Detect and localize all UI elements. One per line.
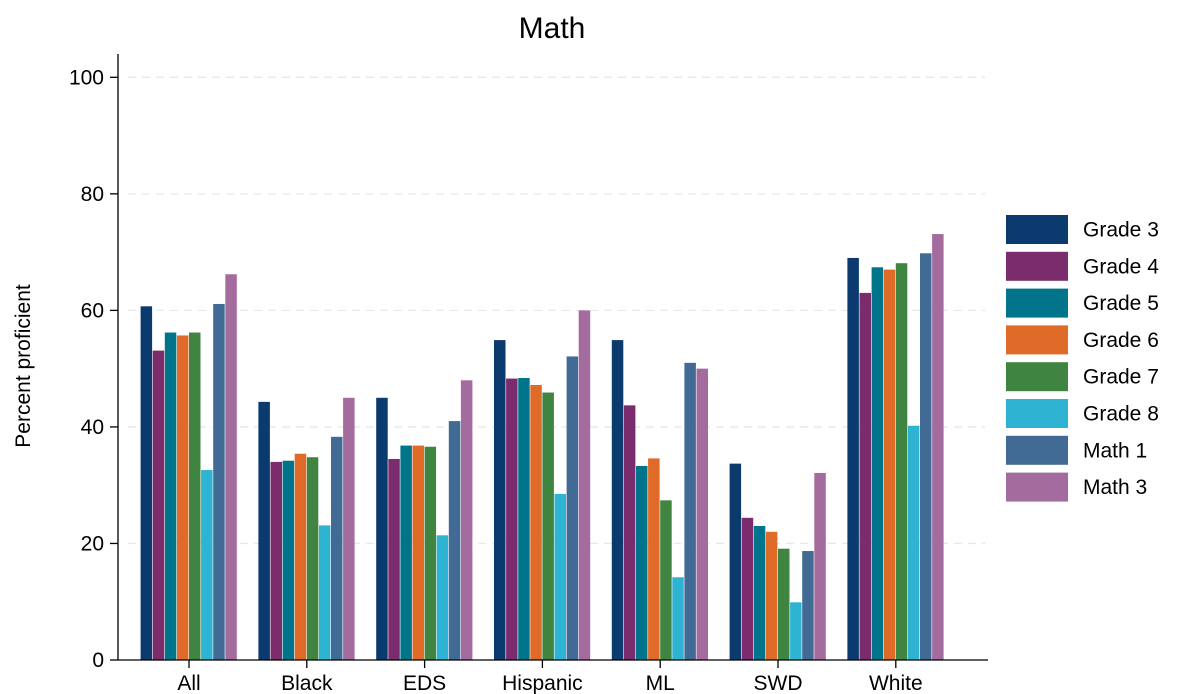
bar [448,421,461,660]
bar [164,332,177,660]
bar [578,310,591,660]
bar [883,269,896,660]
bar [566,356,579,660]
bar [814,472,826,660]
bar [506,378,518,660]
bar [282,460,295,660]
bar [140,306,153,660]
y-tick-label: 100 [69,66,104,89]
legend-swatch [1006,288,1068,318]
y-tick-label: 20 [81,532,104,555]
bar [684,362,696,660]
bar [152,350,165,660]
bar [388,458,400,660]
legend: Grade 3 Grade 4 Grade 5 Grade 6 Grade 7 Grade… [1006,215,1159,502]
bar [790,602,802,660]
bar [696,368,708,660]
bar [460,380,473,660]
legend-swatch [1006,472,1068,502]
y-tick-label: 60 [81,299,104,322]
y-tick-label: 40 [81,416,104,439]
axes: 0 20 40 60 80 100 All Black EDS Hispanic ML SWD Whit… [69,54,988,694]
bar [412,445,424,660]
bar [920,253,932,660]
bar [436,535,449,660]
legend-swatch [1006,251,1068,281]
x-tick-label: SWD [754,672,803,694]
bar [554,493,566,660]
bar [741,517,754,660]
bar [611,340,624,660]
legend-label: Grade 4 [1083,255,1159,278]
bar [895,263,908,660]
bar [623,405,636,660]
y-tick-label: 80 [81,183,104,206]
bar [343,397,355,660]
legend-swatch [1006,435,1068,465]
bar [530,384,542,660]
x-tick-label: All [177,672,200,694]
legend-label: Math 1 [1083,439,1147,462]
legend-label: Math 3 [1083,476,1147,499]
bar [542,392,554,660]
legend-label: Grade 6 [1083,329,1159,352]
bar [672,577,684,660]
bar [213,303,225,660]
bar [660,500,672,660]
bar [859,292,871,660]
bar [258,401,270,660]
bar [225,274,237,660]
bar [847,257,859,660]
x-tick-label: Black [281,672,333,694]
bar [518,377,530,660]
bar [294,453,307,660]
legend-swatch [1006,399,1068,428]
bar [907,425,920,660]
bar [778,548,790,660]
bar [376,397,388,660]
bar [494,340,506,660]
legend-label: Grade 8 [1083,403,1159,426]
bars [140,234,944,661]
x-tick-label: Hispanic [502,672,583,694]
bar [424,446,437,660]
legend-label: Grade 7 [1083,366,1159,389]
x-tick-label: ML [646,672,675,694]
bar [636,465,648,660]
x-tick-label: White [869,672,923,694]
bar [802,551,814,660]
bar [753,525,766,660]
legend-swatch [1006,362,1068,392]
legend-swatch [1006,325,1068,355]
bar [176,335,189,660]
legend-label: Grade 5 [1083,292,1159,315]
bar [400,445,412,660]
y-axis-title: Percent proficient [12,284,35,448]
legend-swatch [1006,215,1068,244]
chart-title: Math [519,12,586,45]
legend-label: Grade 3 [1083,219,1159,242]
bar [729,463,742,660]
bar [270,461,282,660]
bar [201,470,213,660]
bar [189,332,201,660]
bar [306,457,319,660]
bar [648,458,660,660]
y-tick-label: 0 [92,649,104,672]
bar [871,267,884,660]
bar [932,234,944,661]
bar [331,436,343,660]
bar [765,531,778,660]
bar [318,525,331,660]
x-tick-label: EDS [403,672,446,694]
